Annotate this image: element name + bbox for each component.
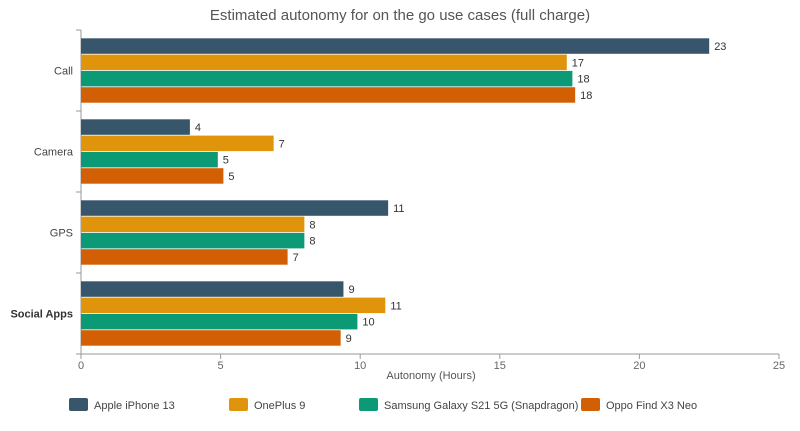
legend-swatch	[69, 398, 88, 411]
bar	[81, 70, 573, 87]
data-label: 9	[346, 333, 352, 345]
bar	[81, 200, 389, 216]
legend-item[interactable]: Oppo Find X3 Neo	[581, 398, 697, 412]
x-tick-label: 15	[494, 360, 506, 372]
category-label: GPS	[50, 228, 73, 240]
category-label: Camera	[34, 147, 74, 159]
bar	[81, 38, 710, 54]
bar	[81, 151, 218, 168]
legend-swatch	[359, 398, 378, 411]
x-tick-label: 5	[218, 360, 224, 372]
legend-item[interactable]: Samsung Galaxy S21 5G (Snapdragon)	[359, 398, 578, 412]
data-label: 18	[577, 74, 589, 86]
data-label: 8	[309, 236, 315, 248]
bar	[81, 216, 305, 233]
bar	[81, 119, 190, 135]
category-label: Social Apps	[10, 309, 73, 321]
x-tick-label: 0	[78, 360, 84, 372]
x-tick-label: 25	[773, 360, 785, 372]
bar	[81, 313, 358, 330]
data-label: 8	[309, 219, 315, 231]
legend-label: Apple iPhone 13	[94, 400, 175, 412]
bar	[81, 249, 288, 265]
data-label: 11	[393, 203, 404, 215]
legend-swatch	[229, 398, 248, 411]
data-label: 10	[362, 317, 374, 329]
chart-title: Estimated autonomy for on the go use cas…	[210, 7, 590, 24]
data-label: 7	[279, 138, 285, 150]
legend-label: Oppo Find X3 Neo	[606, 400, 697, 412]
bar	[81, 297, 386, 314]
data-label: 17	[572, 57, 584, 69]
plot-area: 0 5 10 15 20 25Call23171818Camera4755GPS11887…	[10, 29, 785, 372]
data-label: 23	[714, 41, 726, 53]
bar	[81, 330, 341, 346]
legend-label: OnePlus 9	[254, 400, 305, 412]
bar	[81, 54, 567, 71]
data-label: 9	[348, 284, 354, 296]
legend-item[interactable]: OnePlus 9	[229, 398, 305, 412]
data-label: 7	[293, 252, 299, 264]
legend-label: Samsung Galaxy S21 5G (Snapdragon)	[384, 400, 578, 412]
bar	[81, 232, 305, 249]
data-label: 11	[390, 300, 401, 312]
bar	[81, 135, 274, 152]
bar	[81, 168, 224, 184]
data-label: 5	[223, 155, 229, 167]
data-label: 4	[195, 122, 201, 134]
bar	[81, 281, 344, 297]
x-tick-label: 10	[354, 360, 366, 372]
category-label: Call	[54, 66, 73, 78]
bar	[81, 87, 576, 103]
data-label: 18	[580, 90, 592, 102]
legend-swatch	[581, 398, 600, 411]
x-axis-title: Autonomy (Hours)	[386, 370, 475, 382]
legend: Apple iPhone 13 OnePlus 9 Samsung Galaxy S…	[69, 398, 697, 412]
data-label: 5	[228, 171, 234, 183]
x-tick-label: 20	[633, 360, 645, 372]
legend-item[interactable]: Apple iPhone 13	[69, 398, 175, 412]
